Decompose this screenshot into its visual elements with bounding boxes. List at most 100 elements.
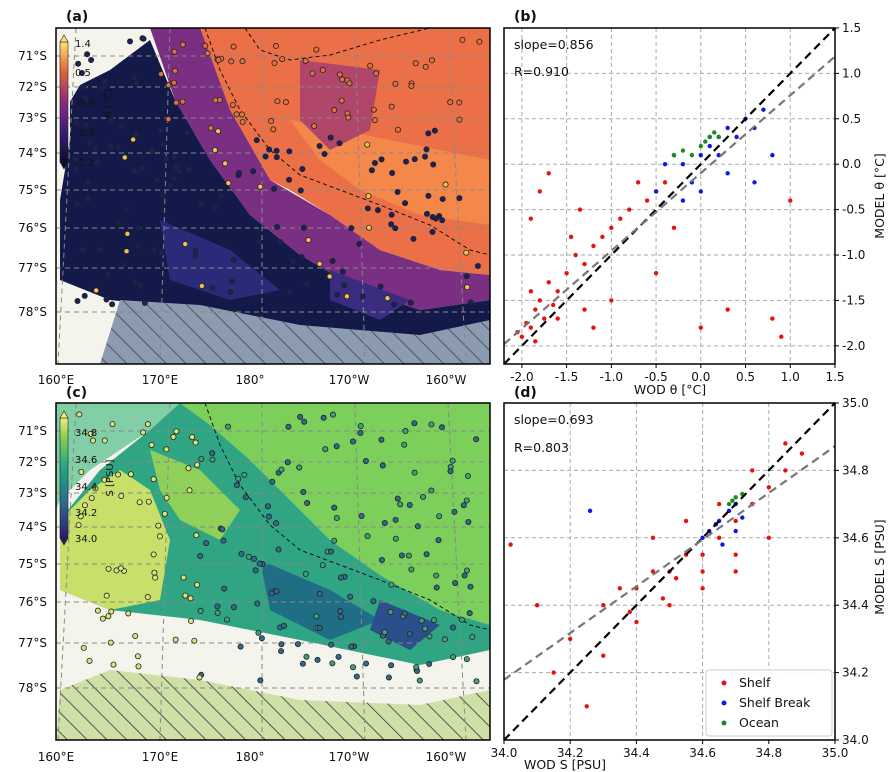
point-shelf	[700, 569, 705, 574]
observation-marker	[104, 271, 111, 278]
point-shelf-break	[700, 535, 705, 540]
observation-marker	[87, 139, 94, 146]
observation-marker	[238, 111, 245, 118]
observation-marker	[256, 238, 263, 245]
observation-marker	[220, 537, 227, 544]
y-tick-label: 34.0	[842, 733, 869, 747]
point-shelf	[519, 334, 525, 339]
observation-marker	[299, 660, 306, 667]
observation-marker	[149, 147, 156, 154]
observation-marker	[314, 656, 321, 663]
observation-marker	[414, 523, 421, 530]
observation-marker	[80, 84, 87, 91]
observation-marker	[135, 225, 142, 232]
observation-marker	[327, 134, 334, 141]
point-shelf	[568, 234, 574, 240]
observation-marker	[299, 165, 306, 172]
observation-marker	[331, 537, 338, 544]
point-shelf	[528, 289, 534, 294]
lat-tick: 76°S	[18, 221, 47, 235]
observation-marker	[235, 475, 242, 482]
point-shelf-break	[653, 189, 659, 194]
observation-marker	[406, 630, 413, 637]
observation-marker	[245, 553, 252, 560]
observation-marker	[377, 283, 384, 290]
observation-marker	[473, 436, 480, 443]
observation-marker	[271, 185, 278, 192]
point-ocean	[671, 152, 677, 158]
observation-marker	[193, 532, 200, 539]
observation-marker	[313, 613, 320, 620]
colorbar-c-tick: 34.4	[75, 482, 97, 493]
observation-marker	[275, 546, 282, 553]
colorbar-a-tick: -0.4	[75, 98, 95, 109]
observation-marker	[435, 537, 442, 544]
y-tick-label: 0.5	[842, 112, 861, 126]
observation-marker	[237, 643, 244, 650]
observation-marker	[279, 56, 286, 63]
point-shelf	[609, 225, 614, 230]
observation-marker	[186, 487, 193, 494]
observation-marker	[358, 512, 365, 519]
observation-marker	[171, 154, 178, 161]
point-ocean	[726, 501, 732, 507]
point-shelf	[698, 325, 704, 330]
point-shelf	[653, 270, 659, 276]
observation-marker	[422, 625, 429, 632]
observation-marker	[138, 165, 145, 172]
observation-marker	[426, 661, 433, 668]
x-tick-label: -1.0	[600, 370, 623, 384]
observation-marker	[476, 38, 483, 45]
lat-tick: 73°S	[18, 486, 47, 500]
observation-marker	[278, 641, 285, 648]
observation-marker	[73, 119, 80, 126]
observation-marker	[180, 574, 187, 581]
observation-marker	[362, 457, 369, 464]
observation-marker	[86, 657, 93, 664]
observation-marker	[160, 192, 167, 199]
observation-marker	[192, 439, 199, 446]
colorbar-a-tick: -1.3	[75, 128, 95, 139]
observation-marker	[212, 204, 219, 211]
observation-marker	[172, 67, 179, 74]
observation-marker	[117, 565, 124, 572]
observation-marker	[316, 590, 323, 597]
point-shelf	[533, 307, 538, 312]
point-ocean	[703, 139, 708, 144]
point-shelf	[609, 298, 614, 303]
observation-marker	[170, 79, 177, 86]
r-annotation: R=0.910	[514, 64, 569, 79]
point-shelf	[542, 316, 547, 321]
observation-marker	[93, 287, 100, 294]
observation-marker	[364, 205, 371, 212]
point-shelf	[534, 603, 540, 608]
observation-marker	[88, 495, 95, 502]
point-shelf	[555, 316, 560, 321]
observation-marker	[282, 99, 289, 106]
observation-marker	[123, 206, 130, 213]
observation-marker	[198, 455, 205, 462]
lat-tick: 78°S	[18, 681, 47, 695]
observation-marker	[250, 168, 257, 175]
lat-tick: 75°S	[18, 183, 47, 197]
observation-marker	[230, 604, 237, 611]
observation-marker	[173, 99, 180, 106]
observation-marker	[273, 154, 280, 161]
colorbar-c: 34.8 34.6 34.4 34.2 34.0 S [PSU]	[59, 410, 116, 546]
observation-marker	[150, 551, 157, 558]
colorbar-c-label: S [PSU]	[105, 459, 116, 496]
observation-marker	[75, 60, 82, 67]
observation-marker	[392, 535, 399, 542]
observation-marker	[252, 567, 259, 574]
point-shelf	[537, 298, 542, 303]
observation-marker	[257, 677, 264, 684]
observation-marker	[368, 167, 375, 174]
observation-marker	[224, 423, 231, 430]
observation-marker	[378, 156, 385, 163]
observation-marker	[433, 584, 440, 591]
point-shelf	[617, 586, 623, 591]
observation-marker	[144, 594, 151, 601]
observation-marker	[385, 674, 392, 681]
observation-marker	[134, 653, 141, 660]
observation-marker	[391, 301, 398, 308]
